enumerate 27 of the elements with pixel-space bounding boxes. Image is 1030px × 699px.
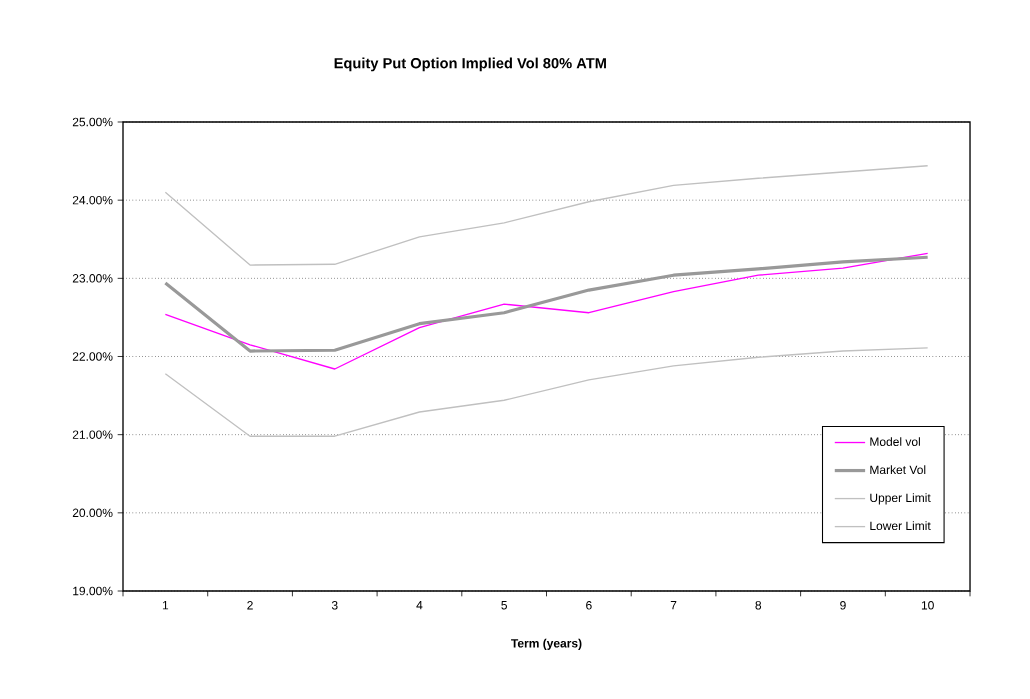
x-tick-label: 3 <box>331 601 338 610</box>
y-tick-label: 21.00% <box>72 430 113 439</box>
y-tick-label: 22.00% <box>72 352 113 361</box>
legend-label: Lower Limit <box>870 521 931 531</box>
y-tick-label: 25.00% <box>72 117 113 127</box>
x-tick-label: 6 <box>586 601 592 610</box>
x-tick-label: 1 <box>162 601 169 610</box>
line-series <box>164 252 929 370</box>
line-series <box>164 165 929 266</box>
x-tick-label: 4 <box>416 601 423 610</box>
y-tick-label: 23.00% <box>72 274 113 283</box>
x-axis-title: Term (years) <box>511 638 582 650</box>
chart-title: Equity Put Option Implied Vol 80% ATM <box>334 57 606 72</box>
legend-label: Model vol <box>870 437 920 446</box>
x-tick-label: 10 <box>921 601 934 610</box>
y-tick-label: 20.00% <box>72 508 113 518</box>
line-series <box>163 255 930 353</box>
x-tick-label: 7 <box>670 601 677 610</box>
legend-label: Upper Limit <box>870 493 931 505</box>
x-tick-label: 5 <box>501 601 507 610</box>
x-tick-label: 9 <box>840 601 846 610</box>
y-tick-label: 24.00% <box>72 195 113 205</box>
x-tick-label: 2 <box>247 601 253 610</box>
line-series <box>164 347 929 437</box>
y-tick-label: 19.00% <box>73 586 113 596</box>
legend-label: Market Vol <box>870 465 926 475</box>
x-tick-label: 8 <box>755 601 762 610</box>
